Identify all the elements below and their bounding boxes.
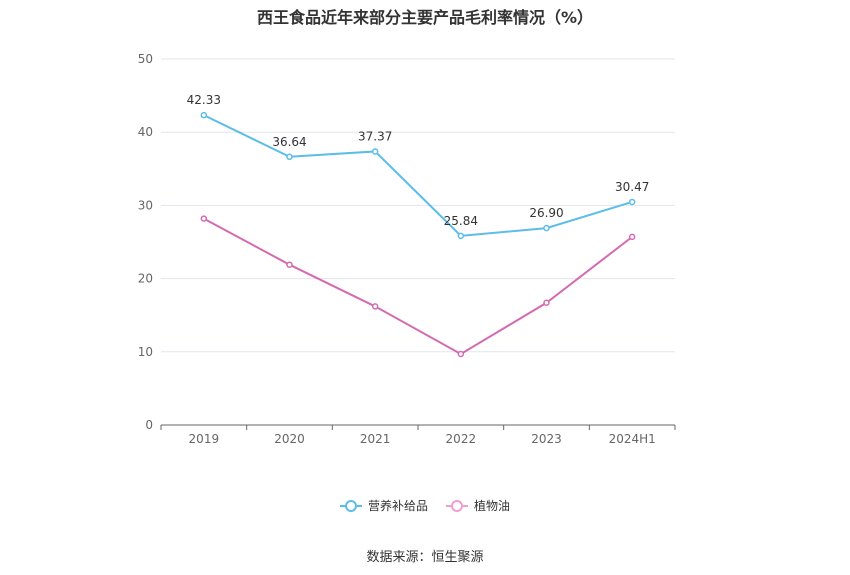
series-0-point-2023 (543, 224, 550, 232)
series-line-1 (203, 217, 633, 356)
y-tick-label-30: 30 (138, 198, 153, 212)
x-tick-label-2022: 2022 (446, 432, 477, 446)
legend-item-vegetable-oil[interactable]: 植物油 (446, 497, 510, 514)
legend-label-nutrition: 营养补给品 (367, 499, 428, 513)
y-tick-label-0: 0 (145, 418, 153, 432)
data-label-0-2020: 36.64 (272, 135, 306, 149)
x-tick-label-2024H1: 2024H1 (609, 432, 656, 446)
series-0-point-2024H1 (628, 198, 636, 206)
data-label-0-2023: 26.90 (529, 206, 563, 220)
axes: 0 10 20 30 40 50 2019 2020 2021 2022 2023 2024H1 (138, 52, 676, 446)
legend-swatch-nutrition (339, 499, 362, 512)
x-tick-label-2019: 2019 (189, 432, 220, 446)
y-tick-label-20: 20 (138, 272, 153, 286)
data-label-0-2022: 25.84 (444, 214, 478, 228)
x-tick-label-2023: 2023 (531, 432, 562, 446)
legend: 营养补给品 植物油 (0, 497, 850, 514)
series-line-0 (203, 114, 633, 237)
legend-label-vegetable-oil: 植物油 (474, 499, 511, 513)
series-layer (200, 111, 636, 358)
series-1-point-2024H1 (628, 233, 636, 241)
y-tick-label-40: 40 (138, 125, 153, 139)
y-tick-label-10: 10 (138, 345, 153, 359)
data-label-0-2024H1: 30.47 (615, 180, 649, 194)
data-label-0-2019: 42.33 (187, 93, 221, 107)
series-1-point-2023 (543, 299, 550, 307)
gridlines (161, 58, 675, 353)
x-tick-label-2021: 2021 (360, 432, 391, 446)
series-0-point-2020 (286, 153, 293, 161)
series-0-point-2021 (371, 148, 379, 155)
y-tick-label-50: 50 (138, 52, 153, 66)
series-1-point-2020 (286, 261, 293, 268)
legend-swatch-vegetable-oil (446, 499, 468, 512)
series-1-point-2019 (200, 215, 208, 222)
legend-item-nutrition[interactable]: 营养补给品 (339, 497, 428, 514)
data-labels: 42.33 36.64 37.37 25.84 26.90 30.47 (187, 93, 650, 228)
series-1-point-2022 (457, 350, 465, 358)
source-note: 数据来源：恒生聚源 (366, 550, 484, 565)
series-1-point-2021 (371, 303, 379, 310)
series-0-point-2019 (200, 111, 208, 119)
x-tick-label-2020: 2020 (274, 432, 305, 446)
data-label-0-2021: 37.37 (358, 129, 392, 143)
series-0-point-2022 (457, 232, 465, 240)
chart-title: 西王食品近年来部分主要产品毛利率情况（%） (256, 8, 594, 27)
